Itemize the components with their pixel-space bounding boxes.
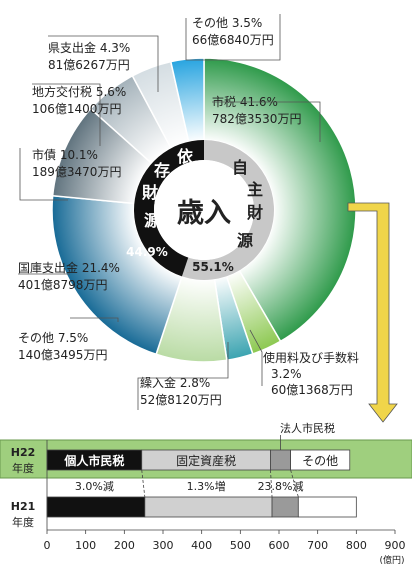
- x-tick-label: 800: [346, 539, 367, 552]
- slice-label: 地方交付税 5.6%: [32, 84, 126, 99]
- slice-amount: 106億1400万円: [32, 102, 121, 116]
- group-label-char: 存: [154, 161, 170, 180]
- slice-name: 国庫支出金: [18, 260, 82, 275]
- slice-amount: 66億6840万円: [192, 33, 274, 47]
- change-label: 23.8%減: [258, 479, 304, 493]
- leader-line: [137, 342, 229, 410]
- group-label-char: 依: [177, 147, 194, 166]
- segment-label: その他: [302, 454, 338, 468]
- slice-name: 繰入金: [140, 375, 180, 390]
- category-label: 年度: [12, 461, 34, 475]
- leader-line: [70, 317, 119, 322]
- slice-percent: 2.8%: [180, 376, 211, 390]
- segment-label: 個人市民税: [63, 453, 124, 468]
- change-label: 1.3%増: [187, 480, 226, 493]
- segment-callout-label: 法人市民税: [280, 421, 335, 435]
- category-label: H21: [11, 500, 36, 513]
- group-label-char: 財: [247, 203, 263, 222]
- pointer-arrow: [347, 202, 398, 423]
- bar-segment: [290, 449, 351, 471]
- x-tick-label: 700: [307, 539, 328, 552]
- slice-percent: 4.3%: [100, 41, 131, 55]
- slice-label: 使用料及び手数料: [263, 350, 359, 365]
- slice-name: その他: [192, 16, 232, 30]
- slice-percent: 3.2%: [271, 367, 302, 381]
- x-unit-label: (億円): [379, 554, 404, 566]
- slice-percent: 10.1%: [60, 148, 98, 162]
- slice-amount: 81億6267万円: [48, 58, 130, 72]
- ring-dependent-source: [134, 140, 204, 277]
- x-tick-label: 100: [75, 539, 96, 552]
- slice-label: 市税 41.6%: [212, 94, 278, 109]
- slice-amount: 782億3530万円: [212, 112, 301, 126]
- slice-amount: 52億8120万円: [140, 393, 222, 407]
- highlight-border: [0, 439, 412, 479]
- slice-name: その他: [18, 331, 58, 345]
- donut-hole: [154, 160, 254, 260]
- slice-name: 県支出金: [48, 40, 100, 55]
- slice-name: 市税: [212, 94, 240, 109]
- dashed-connector: [141, 469, 146, 498]
- group-percent: 44.9%: [126, 245, 168, 259]
- group-label-char: 自: [232, 158, 248, 177]
- bar-segment: [144, 496, 273, 518]
- leader-line: [249, 329, 263, 386]
- slice-label: 繰入金 2.8%: [140, 375, 210, 390]
- slice-name: 使用料及び手数料: [263, 350, 359, 365]
- slice-amount: 140億3495万円: [18, 348, 107, 362]
- bar-segment: [271, 496, 299, 518]
- segment-label: 固定資産税: [176, 453, 236, 468]
- dashed-connector: [270, 469, 273, 498]
- slice-percent: 21.4%: [82, 261, 120, 275]
- slice-name: 市債: [32, 147, 60, 162]
- group-label-char: 主: [247, 180, 263, 199]
- ring-self-source: [181, 140, 275, 280]
- slice-amount: 60億1368万円: [271, 383, 353, 397]
- x-tick-label: 400: [191, 539, 212, 552]
- slice-label: 国庫支出金 21.4%: [18, 260, 120, 275]
- leader-line: [212, 101, 321, 142]
- x-tick-label: 300: [153, 539, 174, 552]
- slice-label: その他 3.5%: [192, 16, 262, 30]
- slice-name: 地方交付税: [32, 84, 96, 99]
- slice-amount: 401億8798万円: [18, 278, 107, 292]
- leader-line: [32, 83, 101, 146]
- group-label-char: 源: [237, 231, 253, 250]
- slice-label: その他 7.5%: [18, 331, 88, 345]
- group-label-char: 源: [144, 211, 160, 230]
- x-tick-label: 900: [385, 539, 406, 552]
- category-label: 年度: [12, 515, 34, 529]
- slice-label: 県支出金 4.3%: [48, 40, 130, 55]
- slice-amount: 189億3470万円: [32, 165, 121, 179]
- group-label-char: 財: [142, 183, 158, 202]
- slice-percent: 5.6%: [96, 85, 127, 99]
- bar-segment: [46, 496, 146, 518]
- x-tick-label: 0: [44, 539, 51, 552]
- slice-percent: 3.5%: [232, 16, 263, 30]
- leader-line: [19, 148, 68, 201]
- bar-segment: [270, 449, 292, 471]
- group-percent: 55.1%: [192, 260, 234, 274]
- x-tick-label: 200: [114, 539, 135, 552]
- x-tick-label: 500: [230, 539, 251, 552]
- change-label: 3.0%減: [75, 479, 114, 493]
- leader-line: [48, 35, 159, 92]
- bar-segment: [297, 496, 357, 518]
- slice-percent: 7.5%: [58, 331, 89, 345]
- leader-line: [185, 14, 281, 61]
- pie-slice: [203, 57, 357, 343]
- slice-label: 市債 10.1%: [32, 147, 98, 162]
- category-label: H22: [11, 446, 36, 459]
- x-tick-label: 600: [269, 539, 290, 552]
- center-label: 歳入: [177, 198, 231, 229]
